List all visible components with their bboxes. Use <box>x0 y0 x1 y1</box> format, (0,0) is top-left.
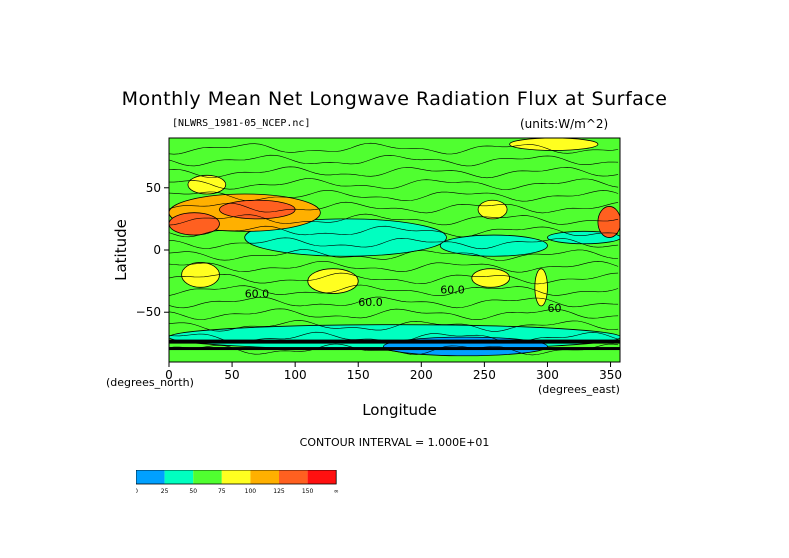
heatmap-region <box>307 268 359 294</box>
x-tick-label: 350 <box>599 368 622 382</box>
colorbar-level-label: 150 <box>302 488 314 495</box>
heatmap-region <box>219 199 296 220</box>
x-tick-label: 250 <box>473 368 496 382</box>
heatmap-region <box>547 230 620 245</box>
x-axis-label: Longitude <box>362 401 437 419</box>
contour-line <box>169 178 619 190</box>
colorbar-level-label: 25 <box>161 488 169 495</box>
x-tick-label: 50 <box>224 368 239 382</box>
contour-line <box>169 249 619 261</box>
colorbar-level-label: 50 <box>189 488 197 495</box>
colorbar-swatch <box>250 470 279 484</box>
file-label: [NLWRS_1981-05_NCEP.nc] <box>172 118 311 129</box>
contour-line <box>169 308 619 321</box>
y-axis-unit-label: (degrees_north) <box>106 376 194 389</box>
x-tick-label: 150 <box>347 368 370 382</box>
y-tick-label: −50 <box>136 305 161 319</box>
colorbar-swatch <box>136 470 165 484</box>
colorbar-swatch <box>193 470 222 484</box>
contour-band <box>169 347 620 351</box>
colorbar-level-label: 0 <box>136 488 138 495</box>
contour-value-label: 60.0 <box>245 287 270 300</box>
heatmap-region <box>509 138 599 151</box>
contour-line <box>169 142 619 155</box>
heatmap-region <box>439 234 548 257</box>
contour-line <box>169 284 619 296</box>
contour-line <box>169 225 619 238</box>
y-tick-label: 0 <box>153 243 161 257</box>
colorbar-swatch <box>164 470 194 484</box>
contour-value-label: 60 <box>547 302 561 315</box>
x-tick-label: 200 <box>410 368 433 382</box>
contour-line <box>169 296 619 309</box>
heatmap-region <box>181 262 220 288</box>
contour-line <box>169 190 619 202</box>
colorbar: 0 25 50 75 100 125 150 ∞ <box>136 470 339 495</box>
colorbar-level-label: ∞ <box>334 488 339 495</box>
heatmap-region <box>534 268 548 307</box>
y-tick-label: 50 <box>146 181 161 195</box>
chart-title: Monthly Mean Net Longwave Radiation Flux… <box>121 88 668 110</box>
colorbar-level-label: 125 <box>273 488 285 495</box>
contour-line <box>169 237 619 250</box>
heatmap-region <box>471 268 511 288</box>
colorbar-level-label: 100 <box>245 488 257 495</box>
contour-line <box>169 201 619 214</box>
y-axis-label: Latitude <box>112 219 130 281</box>
x-axis-unit-label: (degrees_east) <box>538 383 620 396</box>
colorbar-frame <box>136 470 337 485</box>
heatmap-field <box>169 138 620 362</box>
contour-interval-label: CONTOUR INTERVAL = 1.000E+01 <box>299 436 490 449</box>
contour-value-label: 60.0 <box>440 284 465 297</box>
heatmap-region <box>477 199 508 220</box>
contour-line <box>169 213 619 226</box>
contour-band <box>169 339 620 344</box>
x-tick-label: 100 <box>284 368 307 382</box>
contour-line <box>169 154 619 167</box>
x-tick-label: 300 <box>536 368 559 382</box>
contour-line <box>169 320 619 332</box>
colorbar-level-label: 75 <box>218 488 226 495</box>
contour-line <box>169 166 619 179</box>
contour-value-label: 60.0 <box>358 296 383 309</box>
heatmap-region <box>187 174 227 195</box>
x-tick-label: 0 <box>165 368 173 382</box>
contour-line <box>169 272 619 285</box>
contour-line <box>169 343 619 356</box>
heatmap-region <box>597 206 620 238</box>
contour-line <box>169 261 619 273</box>
units-label: (units:W/m^2) <box>520 117 609 131</box>
colorbar-swatch <box>221 470 251 484</box>
colorbar-swatch <box>307 470 337 484</box>
colorbar-swatch <box>279 470 308 484</box>
